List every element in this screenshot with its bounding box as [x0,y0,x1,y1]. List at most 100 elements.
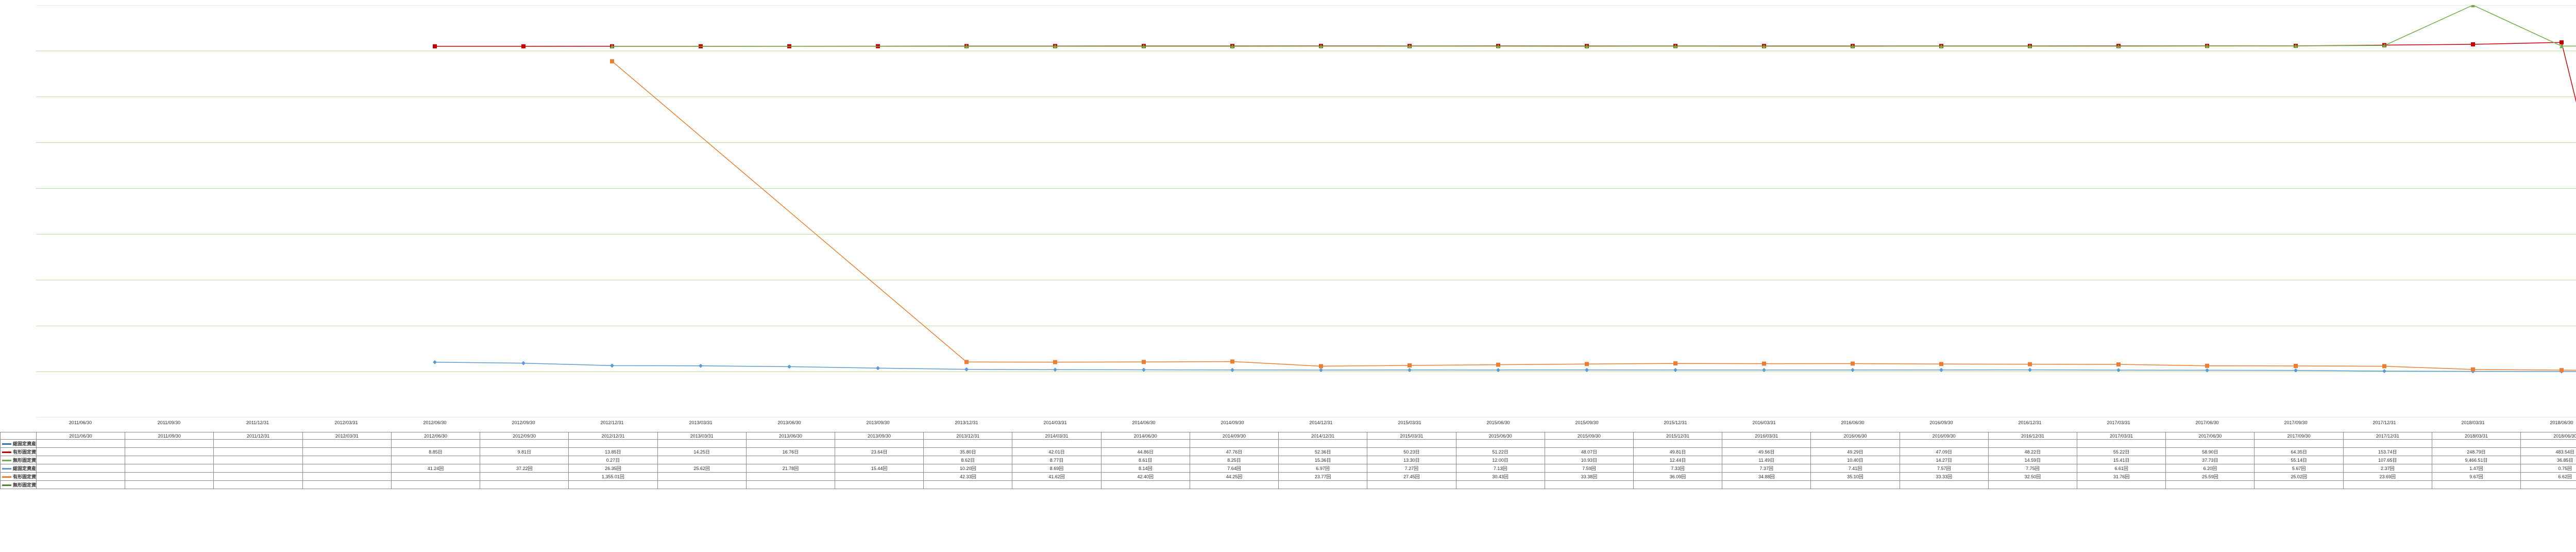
x-axis-labels: 2011/06/302011/09/302011/12/312012/03/31… [36,420,2576,427]
table-header-cell: 2013/03/31 [657,432,746,440]
table-cell: 52.36日 [1279,448,1367,456]
table-cell: 8.25日 [1190,456,1278,464]
table-header-cell: 2017/03/31 [2077,432,2166,440]
table-cell: 51.22日 [1456,448,1545,456]
table-cell: 23.77回 [1279,473,1367,481]
table-cell: 0.75回 [2521,464,2576,473]
table-cell [2255,481,2343,489]
table-cell [480,473,569,481]
x-tick: 2014/09/30 [1221,420,1244,425]
table-cell [302,464,391,473]
table-cell: 7.37回 [1722,464,1811,473]
table-cell [1279,481,1367,489]
table-header-cell: 2016/03/31 [1722,432,1811,440]
table-cell: 49.81日 [1633,448,1722,456]
table-cell [924,440,1012,448]
table-cell: 55.14日 [2255,456,2343,464]
table-cell [125,448,214,456]
table-cell: 49.29日 [1811,448,1900,456]
table-cell: 35.80日 [924,448,1012,456]
table-cell [1190,440,1278,448]
table-row-header: 無形固定資産回転期間 [13,458,37,463]
table-cell [302,456,391,464]
table-cell [746,456,835,464]
x-tick: 2013/03/31 [689,420,712,425]
table-cell: 25.62回 [657,464,746,473]
table-header-cell: 2017/09/30 [2255,432,2343,440]
table-cell [1101,481,1190,489]
table-cell [302,440,391,448]
table-header-cell: 2018/03/31 [2432,432,2520,440]
x-tick: 2013/12/31 [955,420,978,425]
table-cell: 8.69回 [1012,464,1101,473]
table-cell [1811,481,1900,489]
table-cell [746,481,835,489]
table-cell [2432,481,2520,489]
table-header-cell: 2014/06/30 [1101,432,1190,440]
x-tick: 2015/09/30 [1575,420,1598,425]
table-header-cell: 2015/06/30 [1456,432,1545,440]
table-row-header: 無形固定資産回転率 [13,482,37,488]
table-cell: 11.49日 [1722,456,1811,464]
table-cell [924,481,1012,489]
table-header-cell: 2016/06/30 [1811,432,1900,440]
table-header-cell: 2012/12/31 [569,432,657,440]
x-tick: 2017/12/31 [2372,420,2396,425]
table-cell [37,464,125,473]
table-header-cell: 2014/09/30 [1190,432,1278,440]
table-cell: 8.61日 [1101,456,1190,464]
table-cell [214,448,302,456]
table-cell: 33.33回 [1900,473,1988,481]
table-cell: 13.30日 [1367,456,1456,464]
table-header-cell: 2017/12/31 [2343,432,2432,440]
table-cell [1988,481,2077,489]
table-cell [1633,481,1722,489]
table-header-cell: 2014/03/31 [1012,432,1101,440]
table-cell: 10.93日 [1545,456,1633,464]
table-cell [2432,440,2520,448]
x-tick: 2013/06/30 [777,420,801,425]
table-cell: 8.77日 [1012,456,1101,464]
table-cell [2521,481,2576,489]
x-tick: 2017/06/30 [2195,420,2218,425]
table-cell: 10.40日 [1811,456,1900,464]
table-cell [569,481,657,489]
table-cell [1012,481,1101,489]
x-tick: 2012/06/30 [423,420,446,425]
table-cell: 36.85日 [2521,456,2576,464]
table-cell [1367,440,1456,448]
table-cell: 35.10回 [1811,473,1900,481]
table-header-cell: 2013/06/30 [746,432,835,440]
table-cell: 27.45回 [1367,473,1456,481]
table-cell: 12.44日 [1633,456,1722,464]
table-cell: 50.23日 [1367,448,1456,456]
table-header-cell: 2016/09/30 [1900,432,1988,440]
table-cell [302,448,391,456]
table-cell [1545,481,1633,489]
table-header-cell: 2014/12/31 [1279,432,1367,440]
table-cell [37,481,125,489]
table-cell [2255,440,2343,448]
table-cell: 48.07日 [1545,448,1633,456]
table-cell [2343,481,2432,489]
table-cell: 6.20回 [2166,464,2255,473]
table-cell [746,440,835,448]
table-cell [2343,440,2432,448]
table-cell: 41.62回 [1012,473,1101,481]
table-cell: 9.81日 [480,448,569,456]
table-cell [1900,481,1988,489]
x-tick: 2016/12/31 [2018,420,2041,425]
table-cell: 7.75回 [1988,464,2077,473]
x-tick: 2012/03/31 [334,420,358,425]
table-cell [391,473,480,481]
table-cell [302,481,391,489]
table-header-cell: 2018/06/30 [2521,432,2576,440]
table-cell [657,481,746,489]
table-cell: 23.64日 [835,448,923,456]
table-header-cell: 2017/06/30 [2166,432,2255,440]
x-tick: 2015/06/30 [1486,420,1510,425]
x-tick: 2016/09/30 [1929,420,1953,425]
table-cell: 7.41回 [1811,464,1900,473]
table-cell [391,440,480,448]
table-header-cell: 2012/06/30 [391,432,480,440]
